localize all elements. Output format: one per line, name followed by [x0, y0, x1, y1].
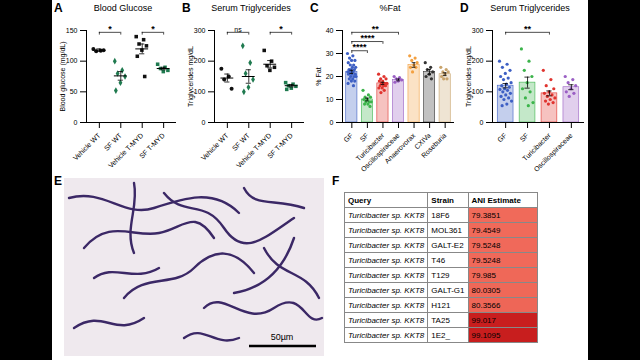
- svg-text:Anaerovorax: Anaerovorax: [383, 131, 416, 164]
- svg-text:50µm: 50µm: [271, 332, 294, 342]
- html-text:%Fat: %Fat: [379, 3, 401, 13]
- html-text:Turicibacter sp. KKT8: Turicibacter sp. KKT8: [348, 300, 425, 310]
- html-text:H121: H121: [431, 300, 451, 310]
- html-text:TA25: TA25: [431, 315, 450, 325]
- html-text:Turicibacter sp. KKT8: Turicibacter sp. KKT8: [348, 255, 425, 265]
- html-text:B: B: [182, 1, 191, 15]
- html-text:Turicibacter sp. KKT8: Turicibacter sp. KKT8: [348, 315, 425, 325]
- svg-text:Vehicle T-MYD: Vehicle T-MYD: [107, 132, 145, 170]
- svg-text:Vehicle WT: Vehicle WT: [200, 131, 230, 161]
- svg-text:****: ****: [353, 42, 368, 52]
- svg-text:Oscillospiraceae: Oscillospiraceae: [532, 132, 574, 174]
- svg-text:150: 150: [66, 27, 78, 34]
- svg-text:100: 100: [472, 88, 484, 95]
- html-text:18F6: 18F6: [431, 210, 450, 220]
- html-text:79.5248: 79.5248: [471, 240, 501, 250]
- html-text:Turicibacter sp. KKT8: Turicibacter sp. KKT8: [348, 270, 425, 280]
- svg-text:**: **: [524, 24, 532, 34]
- svg-text:200: 200: [472, 57, 484, 64]
- svg-text:Vehicle WT: Vehicle WT: [72, 131, 102, 161]
- svg-text:20: 20: [326, 73, 334, 80]
- svg-text:SF: SF: [358, 132, 369, 143]
- html-text:80.3566: 80.3566: [471, 300, 501, 310]
- svg-text:40: 40: [326, 27, 334, 34]
- html-text:99.017: 99.017: [471, 315, 496, 325]
- html-text:F: F: [332, 174, 340, 188]
- svg-text:0: 0: [330, 119, 334, 126]
- svg-text:Turicibacter: Turicibacter: [354, 131, 386, 163]
- html-text:T129: T129: [431, 270, 450, 280]
- html-text:Turicibacter sp. KKT8: Turicibacter sp. KKT8: [348, 225, 425, 235]
- html-text:Turicibacter sp. KKT8: Turicibacter sp. KKT8: [348, 240, 425, 250]
- svg-text:SF T-MYD: SF T-MYD: [138, 132, 166, 160]
- html-text:Query: Query: [348, 195, 372, 205]
- html-text:99.1095: 99.1095: [471, 330, 501, 340]
- html-text:ANI Estimate: ANI Estimate: [471, 195, 521, 205]
- svg-text:GF: GF: [496, 132, 508, 144]
- svg-text:0: 0: [74, 119, 78, 126]
- html-text:D: D: [460, 1, 469, 15]
- svg-text:**: **: [372, 24, 380, 34]
- html-text:Turicibacter sp. KKT8: Turicibacter sp. KKT8: [348, 330, 425, 340]
- html-text:Turicibacter sp. KKT8: Turicibacter sp. KKT8: [348, 210, 425, 220]
- html-text:79.5248: 79.5248: [471, 255, 501, 265]
- html-text:Serum Triglycerides: Serum Triglycerides: [490, 3, 570, 13]
- html-text:T46: T46: [431, 255, 446, 265]
- svg-text:100: 100: [66, 57, 78, 64]
- svg-text:0: 0: [480, 119, 484, 126]
- svg-text:SF: SF: [519, 132, 530, 143]
- svg-text:Turicibacter: Turicibacter: [521, 131, 552, 163]
- svg-text:300: 300: [194, 27, 206, 34]
- svg-text:SF WT: SF WT: [103, 131, 124, 152]
- html-text:GALT-G1: GALT-G1: [431, 285, 465, 295]
- svg-text:SF T-MYD: SF T-MYD: [266, 132, 294, 160]
- svg-text:Vehicle T-MYD: Vehicle T-MYD: [235, 132, 273, 170]
- svg-text:Triglycerides mg/dL: Triglycerides mg/dL: [187, 46, 195, 107]
- svg-text:****: ****: [360, 33, 375, 43]
- html-text:Serum Triglycerides: Serum Triglycerides: [211, 3, 291, 13]
- svg-text:100: 100: [194, 88, 206, 95]
- html-text:Turicibacter sp. KKT8: Turicibacter sp. KKT8: [348, 285, 425, 295]
- svg-text:50: 50: [70, 88, 78, 95]
- svg-text:CXIVa: CXIVa: [413, 131, 432, 151]
- svg-text:ns: ns: [234, 26, 242, 33]
- svg-text:Blood glucose (mg/dL): Blood glucose (mg/dL): [59, 41, 67, 111]
- html-text:80.0305: 80.0305: [471, 285, 501, 295]
- svg-text:% Fat: % Fat: [315, 67, 322, 85]
- html-text:C: C: [310, 1, 319, 15]
- svg-text:30: 30: [326, 50, 334, 57]
- html-text:Blood Glucose: Blood Glucose: [93, 3, 153, 13]
- svg-text:*: *: [151, 24, 155, 34]
- svg-text:Triglycerides mg/dL: Triglycerides mg/dL: [465, 46, 473, 107]
- html-text:79.3851: 79.3851: [471, 210, 501, 220]
- svg-text:*: *: [108, 24, 112, 34]
- html-text:1E2_: 1E2_: [431, 330, 450, 340]
- html-text:79.4549: 79.4549: [471, 225, 501, 235]
- html-text:E: E: [54, 174, 62, 188]
- html-text:MOL361: MOL361: [431, 225, 462, 235]
- html-text:79.985: 79.985: [471, 270, 496, 280]
- svg-text:GF: GF: [342, 132, 354, 144]
- svg-text:200: 200: [194, 57, 206, 64]
- svg-text:Roseburia: Roseburia: [420, 132, 448, 160]
- svg-text:10: 10: [326, 96, 334, 103]
- html-text:GALT-E2: GALT-E2: [431, 240, 464, 250]
- svg-text:*: *: [279, 24, 283, 34]
- svg-text:Oscillospiraceae: Oscillospiraceae: [359, 131, 401, 173]
- html-text:A: A: [54, 1, 63, 15]
- svg-text:300: 300: [472, 27, 484, 34]
- html-text:Strain: Strain: [431, 195, 454, 205]
- svg-text:0: 0: [202, 119, 206, 126]
- svg-text:SF WT: SF WT: [231, 131, 252, 152]
